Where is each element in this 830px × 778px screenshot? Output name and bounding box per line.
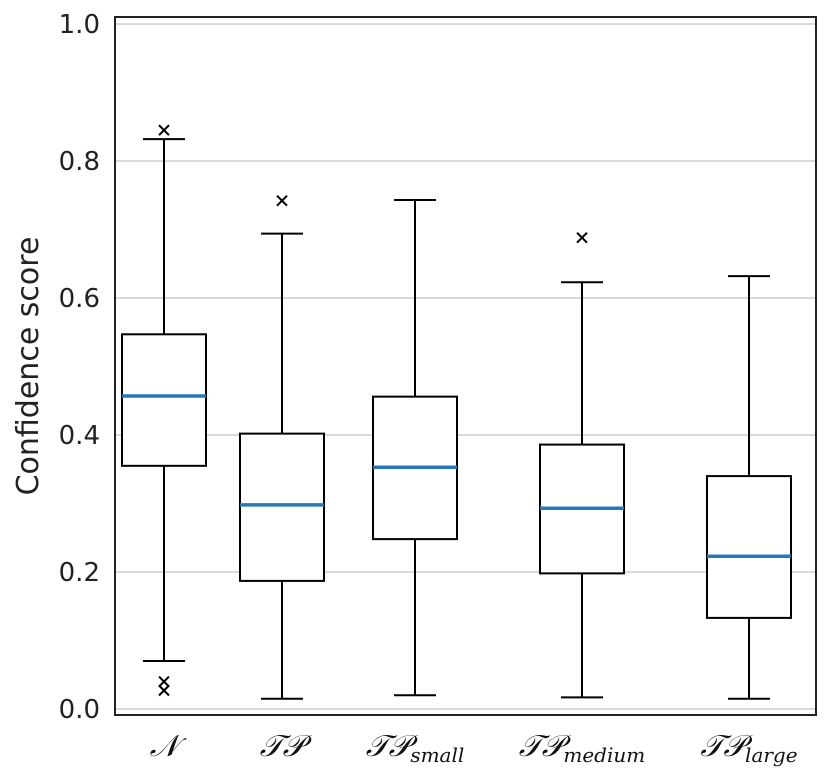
outlier-marker <box>276 195 288 207</box>
x-category-label: 𝒩 <box>150 729 188 764</box>
box-group <box>706 275 792 700</box>
y-tick-label: 0.4 <box>59 421 100 451</box>
outlier-marker <box>158 684 170 697</box>
outlier-marker <box>158 675 170 688</box>
outlier-stroke <box>276 195 288 207</box>
box-group <box>539 232 625 699</box>
x-category-label: 𝒯𝒫 <box>260 729 313 764</box>
y-tick-label: 0.0 <box>59 695 100 725</box>
y-tick-label: 1.0 <box>59 10 100 40</box>
y-tick-label: 0.8 <box>59 147 100 177</box>
x-category-labels: 𝒩 𝒯𝒫 𝒯𝒫small 𝒯𝒫medium 𝒯𝒫large <box>150 729 798 767</box>
outlier-stroke <box>158 124 170 136</box>
box-group <box>372 199 458 697</box>
iqr-box <box>239 432 325 582</box>
plot-frame <box>114 16 817 716</box>
iqr-box <box>706 475 792 619</box>
iqr-box <box>121 333 207 467</box>
outlier-stroke <box>158 684 170 697</box>
outlier-stroke <box>158 675 170 688</box>
box-group <box>239 195 325 700</box>
outlier-marker <box>576 232 588 244</box>
x-category-label: 𝒯𝒫large <box>700 729 797 767</box>
y-tick-labels: 0.0 0.2 0.4 0.6 0.8 1.0 <box>59 10 100 725</box>
grid-lines <box>115 23 816 710</box>
outlier-stroke <box>576 232 588 244</box>
y-axis-label: Confidence score <box>11 237 46 496</box>
box-series <box>121 124 792 700</box>
x-category-label: 𝒯𝒫small <box>366 729 465 767</box>
outlier-marker <box>158 124 170 136</box>
x-category-label: 𝒯𝒫medium <box>519 729 645 767</box>
y-tick-label: 0.6 <box>59 284 100 314</box>
y-tick-label: 0.2 <box>59 558 100 588</box>
box-group <box>121 124 207 697</box>
